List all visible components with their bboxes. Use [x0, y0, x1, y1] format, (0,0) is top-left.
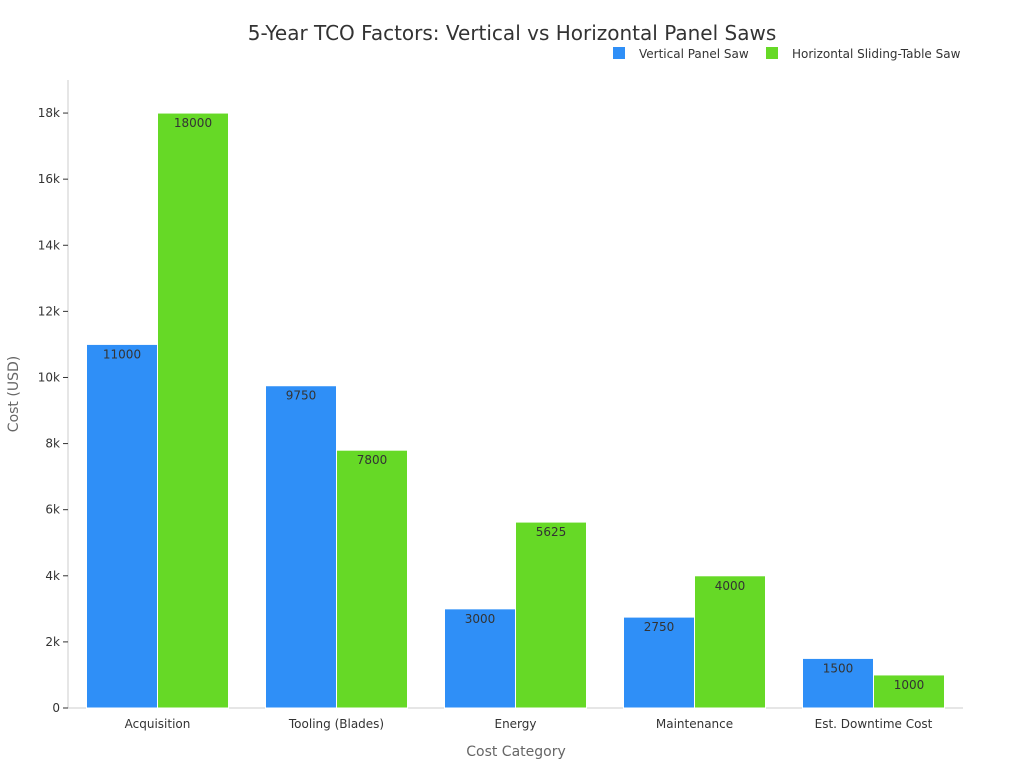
legend-swatch-horizontal — [766, 47, 778, 59]
x-axis-label: Cost Category — [466, 744, 566, 760]
x-tick-label: Tooling (Blades) — [288, 717, 384, 731]
bar-labels: 11000 18000 9750 7800 3000 5625 2750 4000 1500 10… — [103, 116, 924, 692]
y-tick-label: 18k — [38, 106, 60, 120]
bar-value-label: 1000 — [894, 678, 925, 692]
y-tick-label: 4k — [45, 569, 60, 583]
y-tick-label: 10k — [38, 370, 60, 384]
y-tick-label: 2k — [45, 635, 60, 649]
bar-vertical-panel-saw-acquisition — [86, 343, 158, 709]
y-tick-label: 16k — [38, 172, 60, 186]
x-axis: Acquisition Tooling (Blades) Energy Mainten… — [68, 707, 963, 731]
y-tick-label: 0 — [52, 701, 60, 715]
bar-vertical-panel-saw-energy — [444, 608, 516, 709]
bar-value-label: 5625 — [536, 525, 567, 539]
bar-value-label: 3000 — [465, 612, 496, 626]
bar-vertical-panel-saw-tooling-blades — [265, 385, 337, 709]
bar-value-label: 18000 — [174, 116, 212, 130]
y-tick-label: 12k — [38, 304, 60, 318]
legend-label-vertical: Vertical Panel Saw — [639, 47, 749, 61]
x-tick-label: Est. Downtime Cost — [815, 717, 933, 731]
x-tick-label: Energy — [494, 717, 536, 731]
bar-value-label: 7800 — [357, 453, 388, 467]
x-tick-label: Maintenance — [656, 717, 733, 731]
y-tick-label: 8k — [45, 437, 60, 451]
bar-value-label: 2750 — [644, 620, 675, 634]
bar-value-label: 11000 — [103, 347, 141, 361]
bar-horizontal-sliding-table-saw-acquisition — [157, 112, 229, 709]
legend: Vertical Panel Saw Horizontal Sliding-Ta… — [613, 47, 961, 61]
legend-label-horizontal: Horizontal Sliding-Table Saw — [792, 47, 961, 61]
y-axis: 0 2k 4k 6k 8k 10k 12k 14k 16k 18k — [38, 80, 69, 715]
bar-horizontal-sliding-table-saw-tooling-blades — [336, 449, 408, 709]
bars — [86, 112, 945, 709]
y-tick-label: 14k — [38, 238, 60, 252]
bar-vertical-panel-saw-est-downtime-cost — [802, 657, 874, 709]
bar-horizontal-sliding-table-saw-energy — [515, 521, 587, 709]
chart-title: 5-Year TCO Factors: Vertical vs Horizont… — [248, 21, 776, 45]
bar-value-label: 4000 — [715, 579, 746, 593]
bar-vertical-panel-saw-maintenance — [623, 616, 695, 709]
bar-value-label: 9750 — [286, 389, 317, 403]
bar-value-label: 1500 — [823, 661, 854, 675]
y-axis-label: Cost (USD) — [6, 356, 22, 432]
bar-horizontal-sliding-table-saw-maintenance — [694, 575, 766, 709]
y-tick-label: 6k — [45, 503, 60, 517]
legend-swatch-vertical — [613, 47, 625, 59]
bar-horizontal-sliding-table-saw-est-downtime-cost — [873, 674, 945, 709]
x-tick-label: Acquisition — [125, 717, 191, 731]
